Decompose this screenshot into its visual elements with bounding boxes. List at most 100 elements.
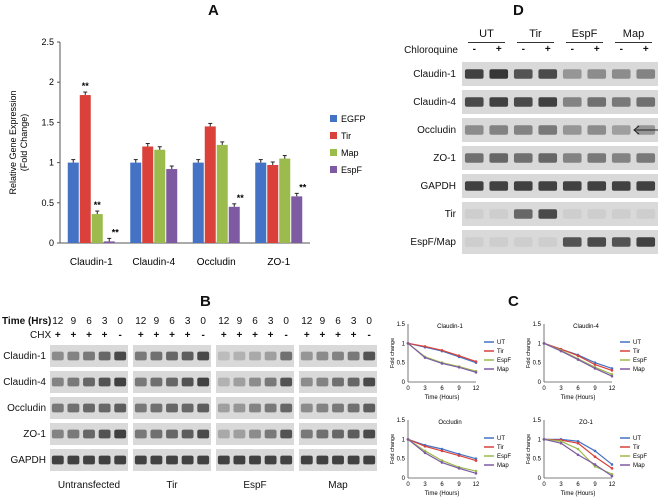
series-point — [423, 444, 427, 448]
blot-band — [264, 377, 277, 387]
blot-band — [587, 97, 607, 107]
blot-band — [562, 209, 582, 219]
panel-b-blot-occludin — [133, 397, 211, 419]
arrow-head — [633, 125, 640, 135]
panel-d-group-tir: Tir — [529, 28, 542, 40]
panel-d-blot-espf-map-bands — [464, 237, 656, 247]
series-point — [474, 360, 478, 363]
blot-band — [538, 209, 558, 219]
blot-band — [217, 403, 230, 413]
x-tick-label: 9 — [457, 482, 461, 488]
y-tick-label: 1 — [538, 341, 542, 347]
blot-band — [249, 351, 261, 361]
panel-b-blot-gapdh — [216, 449, 294, 471]
panel-d-blot-gapdh — [462, 174, 658, 198]
panel-b-blot-zo-1-bands — [217, 429, 293, 439]
panel-b-time-value: 3 — [267, 316, 274, 327]
x-tick-label: ZO-1 — [267, 257, 290, 268]
series-point — [423, 345, 427, 348]
blot-band — [489, 125, 509, 135]
blot-band — [363, 403, 376, 413]
legend-label-tir: Tir — [633, 445, 640, 451]
blot-band — [134, 377, 147, 387]
panel-b-treatment-sign: + — [184, 330, 191, 341]
y-tick-label: 1 — [402, 437, 406, 443]
y-tick-label: 2 — [49, 77, 54, 87]
legend-label-ut: UT — [633, 436, 641, 442]
blot-band — [587, 69, 607, 79]
y-tick-label: 1.5 — [397, 322, 406, 328]
blot-band — [636, 237, 656, 247]
blot-band — [636, 69, 656, 79]
panel-b-treatment-sign: + — [86, 330, 92, 341]
series-point — [457, 366, 461, 369]
bar-egfp-claudin-4 — [130, 162, 142, 243]
blot-band — [332, 403, 344, 413]
panel-b-treatment-sign: + — [267, 330, 274, 341]
blot-band — [538, 237, 558, 247]
legend-label-ut: UT — [633, 340, 641, 346]
series-point — [610, 467, 614, 470]
blot-band — [181, 455, 194, 465]
panel-b-blot-zo-1 — [50, 423, 128, 445]
panel-b-blot-claudin-1 — [133, 345, 211, 367]
blot-band — [83, 377, 95, 387]
panel-d-row-label: EspF/Map — [410, 237, 456, 248]
blot-band — [332, 429, 344, 439]
y-tick-label: 0.5 — [41, 198, 54, 208]
blot-band — [197, 377, 210, 387]
blot-band — [280, 429, 293, 439]
series-point — [406, 342, 410, 345]
blot-band — [197, 351, 210, 361]
blot-band — [233, 377, 246, 387]
y-axis-label: Fold change — [526, 338, 532, 368]
blot-band — [316, 429, 329, 439]
blot-band — [562, 237, 582, 247]
panel-c-line-charts: 0 0.5 1 1.5 0 3 6 9 12 Time (Hours) Fold change Cla… — [388, 312, 660, 504]
legend-swatch-tir — [330, 132, 337, 139]
blot-band — [513, 153, 533, 163]
blot-band — [249, 429, 261, 439]
y-tick-label: 1.5 — [533, 322, 542, 328]
blot-band — [464, 97, 484, 107]
panel-b-blot-claudin-4-bands — [51, 377, 127, 387]
legend-label-map: Map — [497, 367, 509, 373]
significance-marker: ** — [299, 182, 307, 192]
blot-band — [150, 455, 163, 465]
panel-b-time-value: 0 — [117, 316, 123, 327]
blot-band — [51, 455, 64, 465]
panel-b-treatment-sign: + — [101, 330, 108, 341]
x-tick-label: 12 — [473, 482, 480, 488]
y-tick-label: 0 — [49, 238, 54, 248]
blot-band — [264, 455, 277, 465]
blot-band — [98, 351, 111, 361]
blot-band — [233, 351, 246, 361]
x-tick-label: 9 — [593, 482, 597, 488]
blot-band — [538, 69, 558, 79]
bar-map-zo-1 — [279, 158, 291, 243]
bar-map-claudin-1 — [91, 214, 103, 243]
series-point — [474, 472, 478, 475]
panel-b-time-value: 3 — [101, 316, 108, 327]
y-tick-label: 2.5 — [41, 37, 54, 47]
y-tick-label: 0 — [402, 476, 406, 482]
panel-b-time-value: 12 — [301, 316, 313, 327]
panel-b-blot-claudin-4-bands — [134, 377, 210, 387]
panel-b-blot-occludin-bands — [300, 403, 376, 413]
series-point — [559, 441, 563, 445]
panel-b-row-label: Claudin-4 — [3, 377, 46, 388]
blot-band — [98, 377, 111, 387]
x-axis-label: Time (Hours) — [425, 395, 460, 401]
panel-b-treatment-sign: - — [284, 330, 288, 341]
blot-band — [489, 209, 509, 219]
blot-band — [181, 429, 194, 439]
x-axis-label: Time (Hours) — [561, 395, 596, 401]
blot-band — [280, 455, 293, 465]
x-tick-label: 12 — [473, 386, 480, 392]
blot-band — [316, 351, 329, 361]
panel-b-blot-claudin-1 — [216, 345, 294, 367]
blot-band — [280, 377, 293, 387]
x-tick-label: 3 — [559, 386, 563, 392]
x-tick-label: 12 — [609, 482, 616, 488]
blot-band — [217, 455, 230, 465]
